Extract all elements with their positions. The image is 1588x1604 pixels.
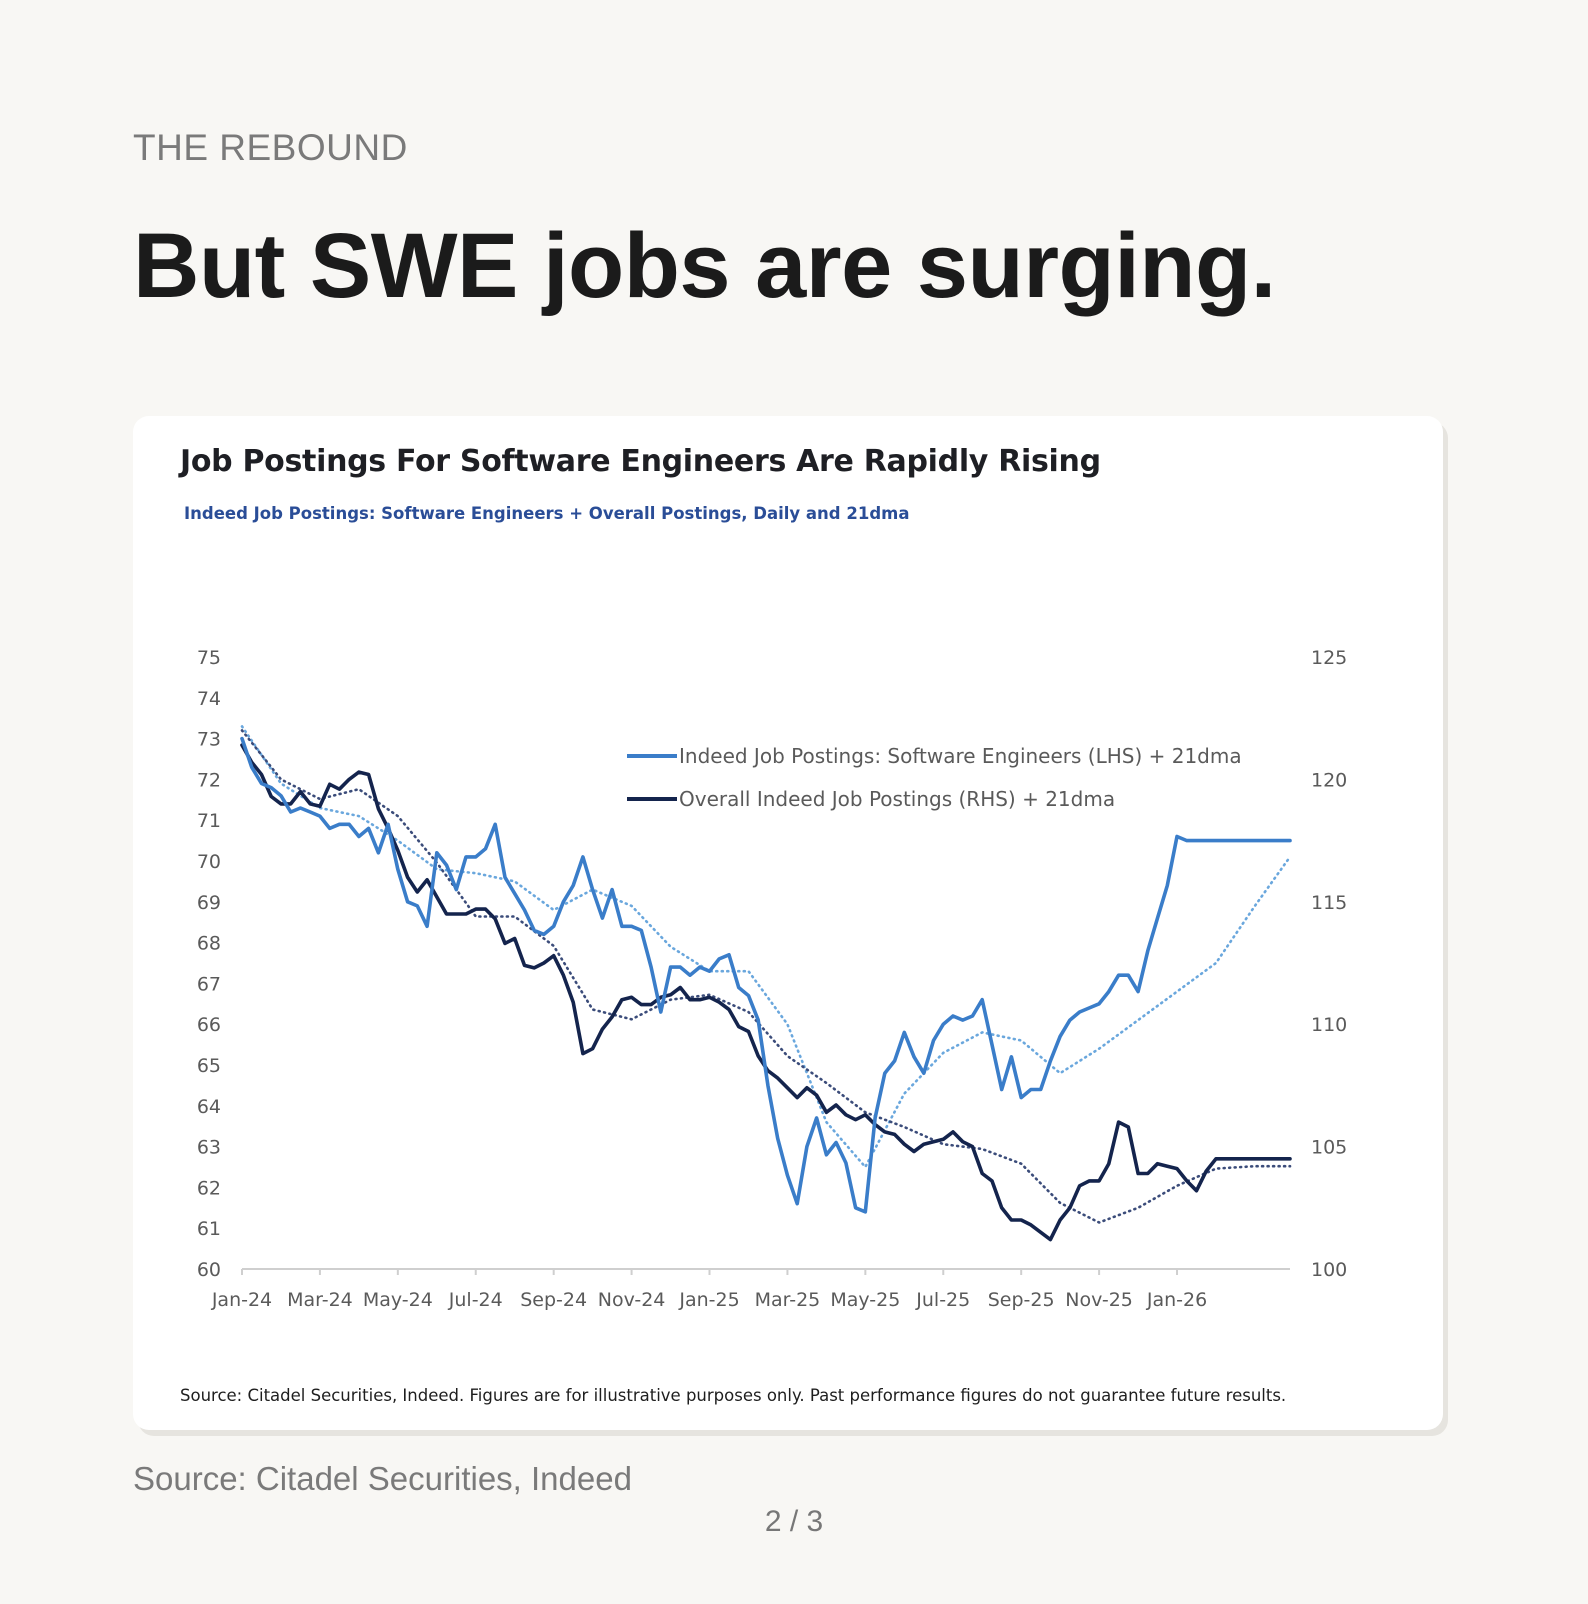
legend-swe-label: Indeed Job Postings: Software Engineers … — [679, 744, 1242, 768]
y-left-tick-label: 61 — [197, 1218, 221, 1240]
source-caption: Source: Citadel Securities, Indeed — [133, 1460, 632, 1497]
y-left-tick-label: 75 — [197, 647, 221, 669]
overall-21dma-line — [240, 729, 1292, 1224]
x-tick-label: Sep-24 — [520, 1289, 587, 1311]
chart-card: Jan-24 Mar-24 May-24 Jul-24 Sep-24 Nov-24 Jan-… — [133, 416, 1443, 1430]
y-left-tick-label: 60 — [197, 1259, 221, 1281]
y-right-tick-label: 115 — [1311, 892, 1347, 914]
x-tick-label: Mar-24 — [287, 1289, 353, 1311]
legend-overall-label: Overall Indeed Job Postings (RHS) + 21dm… — [679, 787, 1115, 811]
x-tick-label: Jul-24 — [448, 1289, 503, 1311]
x-tick-label: Jan-25 — [678, 1289, 739, 1311]
y-right-tick-label: 105 — [1311, 1137, 1347, 1159]
y-left-tick-label: 69 — [197, 892, 221, 914]
y-left-tick-label: 67 — [197, 973, 221, 995]
x-tick-label: May-25 — [830, 1289, 900, 1311]
y-right-tick-label: 110 — [1311, 1014, 1347, 1036]
swe-line — [240, 736, 1292, 1214]
y-left-tick-label: 71 — [197, 810, 221, 832]
x-tick-label: Nov-24 — [598, 1289, 666, 1311]
page-indicator: 2 / 3 — [764, 1505, 824, 1538]
x-tick-label: Jan-26 — [1146, 1289, 1207, 1311]
x-tick-label: Jul-25 — [915, 1289, 970, 1311]
x-tick-label: Sep-25 — [988, 1289, 1055, 1311]
y-right-tick-label: 120 — [1311, 769, 1347, 791]
y-right-tick-label: 100 — [1311, 1259, 1347, 1281]
chart-subtitle: Indeed Job Postings: Software Engineers … — [184, 504, 910, 523]
x-tick-label: Jan-24 — [211, 1289, 272, 1311]
y-left-tick-label: 63 — [197, 1137, 221, 1159]
y-left-tick-label: 68 — [197, 933, 221, 955]
chart-source-note: Source: Citadel Securities, Indeed. Figu… — [180, 1386, 1287, 1405]
x-tick-label: Mar-25 — [755, 1289, 821, 1311]
y-left-tick-label: 73 — [197, 729, 221, 751]
overall-line — [240, 743, 1292, 1242]
y-left-tick-label: 65 — [197, 1055, 221, 1077]
x-tick-label: May-24 — [363, 1289, 433, 1311]
chart-title: Job Postings For Software Engineers Are … — [180, 444, 1101, 479]
y-left-tick-label: 64 — [197, 1096, 221, 1118]
x-tick-label: Nov-25 — [1065, 1289, 1133, 1311]
y-right-tick-label: 125 — [1311, 647, 1347, 669]
page-headline: But SWE jobs are surging. — [133, 215, 1276, 317]
section-label: THE REBOUND — [133, 127, 408, 168]
swe-21dma-line — [240, 725, 1292, 1169]
y-left-tick-label: 66 — [197, 1014, 221, 1036]
chart-canvas: Jan-24 Mar-24 May-24 Jul-24 Sep-24 Nov-24 Jan-… — [197, 647, 1347, 1311]
y-left-tick-label: 70 — [197, 851, 221, 873]
y-left-tick-label: 72 — [197, 769, 221, 791]
y-left-tick-label: 62 — [197, 1177, 221, 1199]
y-left-tick-label: 74 — [197, 688, 221, 710]
